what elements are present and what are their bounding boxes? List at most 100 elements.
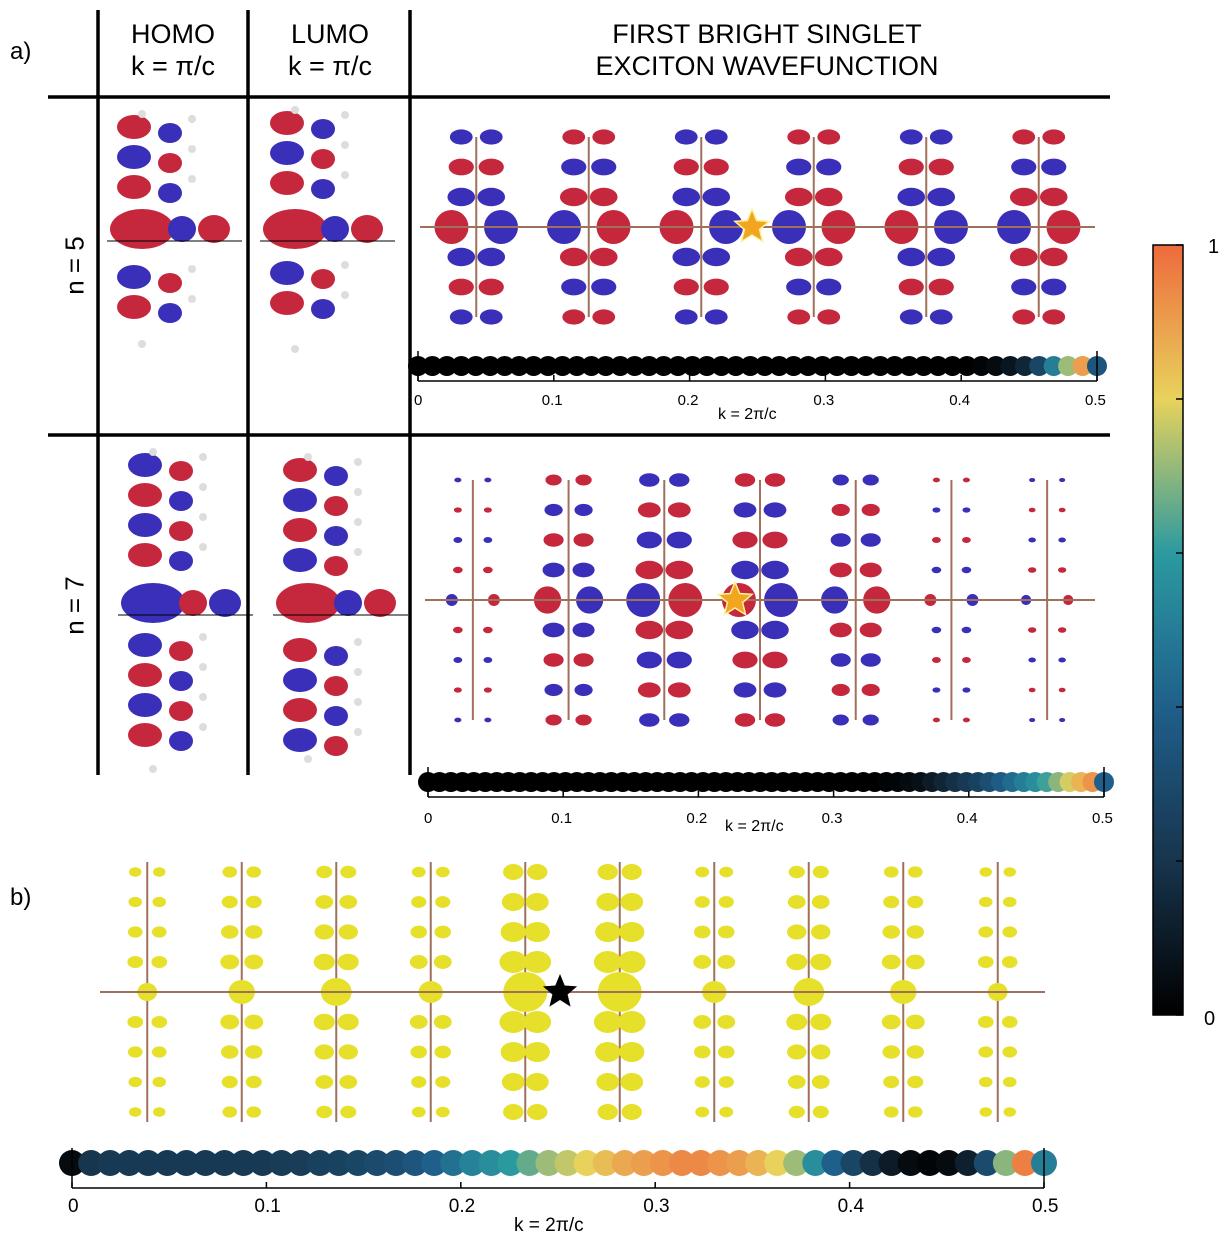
xlabel-b: k = 2π/c bbox=[514, 1215, 584, 1236]
wavefunction-lobe bbox=[559, 187, 588, 207]
density-lobe bbox=[128, 1076, 143, 1088]
wavefunction-lobe bbox=[1028, 507, 1036, 513]
wavefunction-lobe bbox=[544, 683, 563, 697]
k-point-dot bbox=[783, 356, 804, 376]
density-lobe bbox=[596, 1073, 620, 1091]
density-lobe bbox=[596, 893, 620, 911]
k-point-dot bbox=[878, 1150, 905, 1176]
k-point-dot bbox=[494, 356, 515, 376]
density-lobe bbox=[527, 864, 548, 880]
density-lobe bbox=[409, 1015, 428, 1029]
wavefunction-lobe bbox=[763, 682, 787, 698]
density-lobe bbox=[979, 1107, 992, 1117]
density-lobe bbox=[153, 867, 166, 877]
density-lobe bbox=[434, 1045, 452, 1059]
wavefunction-lobe bbox=[453, 687, 462, 693]
homo-header: HOMO k = π/c bbox=[98, 18, 248, 82]
wavefunction-lobe bbox=[1028, 657, 1036, 663]
k-point-dot bbox=[192, 1150, 219, 1176]
wavefunction-lobe bbox=[483, 687, 492, 693]
xlabel-n7: k = 2π/c bbox=[725, 818, 784, 835]
hydrogen-atom bbox=[199, 483, 207, 491]
wavefunction-lobe bbox=[1058, 627, 1067, 633]
hole-position-star-n5 bbox=[733, 207, 771, 244]
hydrogen-atom bbox=[341, 111, 349, 119]
wavefunction-lobe bbox=[704, 129, 728, 145]
orbital-lobe bbox=[311, 149, 335, 169]
k-point-dot bbox=[935, 1150, 962, 1176]
orbital-lobe bbox=[158, 303, 182, 323]
k-point-dot bbox=[465, 356, 486, 376]
density-lobe bbox=[693, 955, 712, 969]
wavefunction-lobe bbox=[733, 682, 757, 698]
wavefunction-lobe bbox=[574, 503, 593, 517]
wavefunction-lobe bbox=[1059, 477, 1066, 483]
density-lobe bbox=[313, 953, 335, 971]
density-lobe bbox=[907, 1106, 923, 1118]
wavefunction-lobe bbox=[816, 278, 842, 296]
orbital-lobe bbox=[283, 548, 317, 572]
wavefunction-lobe bbox=[932, 537, 941, 543]
wavefunction-lobe bbox=[542, 562, 565, 578]
wavefunction-lobe bbox=[830, 653, 851, 667]
k-point-dot bbox=[610, 356, 631, 376]
orbital-lobe bbox=[209, 589, 241, 617]
k-point-dot bbox=[1072, 356, 1093, 376]
wavefunction-lobe bbox=[575, 714, 592, 726]
k-point-dot bbox=[649, 1150, 676, 1176]
hydrogen-atom bbox=[138, 340, 146, 348]
wavefunction-lobe bbox=[962, 507, 971, 513]
exciton-wavefunction-n5 bbox=[420, 129, 1095, 325]
density-lobe bbox=[245, 895, 262, 909]
k-point-dot bbox=[812, 356, 833, 376]
wavefunction-lobe bbox=[545, 474, 562, 486]
wavefunction-lobe bbox=[483, 507, 492, 513]
wavefunction-lobe bbox=[559, 247, 588, 267]
wavefunction-lobe bbox=[932, 507, 941, 513]
wavefunction-lobe bbox=[448, 158, 474, 176]
density-lobe bbox=[905, 954, 925, 970]
density-lobe bbox=[128, 896, 143, 908]
k-weight-dots-n7 bbox=[418, 772, 1114, 792]
density-lobe bbox=[523, 1011, 552, 1033]
k-point-dot bbox=[478, 1150, 505, 1176]
density-lobe bbox=[905, 1014, 925, 1030]
wavefunction-lobe bbox=[1059, 717, 1066, 723]
density-lobe bbox=[1002, 1076, 1017, 1088]
density-lobe bbox=[695, 1106, 710, 1118]
wavefunction-lobe bbox=[483, 657, 493, 663]
orbital-lobe bbox=[128, 663, 162, 687]
hydrogen-atom bbox=[188, 115, 196, 123]
orbital-lobe bbox=[283, 638, 317, 662]
k-point-dot bbox=[78, 1150, 105, 1176]
x-tick-label: 0.5 bbox=[1085, 392, 1106, 409]
density-lobe bbox=[499, 1011, 528, 1033]
k-point-dot bbox=[422, 356, 443, 376]
k-point-dot bbox=[840, 1150, 867, 1176]
density-lobe bbox=[907, 895, 924, 909]
density-lobe bbox=[221, 895, 238, 909]
x-tick-label: 0.1 bbox=[541, 392, 563, 409]
orbital-lobe bbox=[311, 179, 335, 199]
density-lobe bbox=[881, 1014, 901, 1030]
density-lobe bbox=[433, 955, 452, 969]
wavefunction-lobe bbox=[899, 129, 923, 145]
density-lobe bbox=[788, 1105, 805, 1119]
k-point-dot bbox=[745, 1150, 772, 1176]
wavefunction-lobe bbox=[817, 129, 841, 145]
density-lobe bbox=[597, 864, 618, 880]
wavefunction-lobe bbox=[667, 682, 691, 698]
wavefunction-lobe bbox=[669, 473, 690, 487]
hydrogen-atom bbox=[291, 106, 299, 114]
x-tick-label: 0.2 bbox=[677, 392, 699, 409]
hydrogen-atom bbox=[354, 638, 362, 646]
wavefunction-lobe bbox=[814, 247, 843, 267]
density-lobe bbox=[525, 1073, 549, 1091]
density-lobe bbox=[883, 1106, 899, 1118]
x-tick-label: 0.4 bbox=[949, 392, 971, 409]
k-point-dot bbox=[769, 356, 790, 376]
density-lobe bbox=[409, 955, 428, 969]
wavefunction-lobe bbox=[478, 278, 504, 296]
k-point-dot bbox=[870, 356, 891, 376]
wavefunction-lobe bbox=[447, 187, 476, 207]
